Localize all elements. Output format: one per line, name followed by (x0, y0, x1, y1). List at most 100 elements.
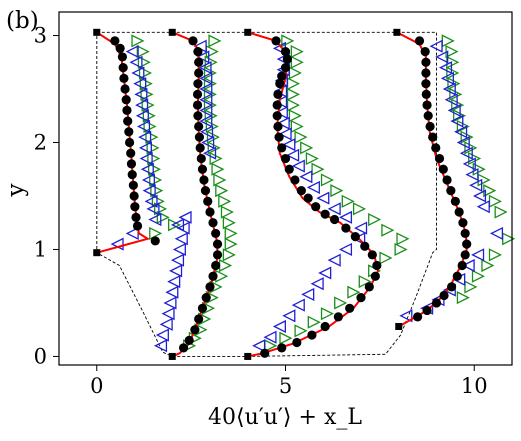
filled-circle-marker (195, 143, 205, 153)
filled-circle-marker (421, 89, 431, 99)
triangle-left-marker (316, 191, 330, 205)
triangle-left-marker (310, 277, 324, 291)
triangle-right-marker (224, 237, 238, 251)
profile-x0 (93, 28, 185, 257)
triangle-right-marker (215, 184, 229, 198)
filled-circle-marker (124, 137, 135, 148)
triangle-right-marker (305, 151, 319, 166)
profile-x2 (153, 28, 238, 360)
filled-circle-marker (460, 228, 470, 239)
triangle-right-marker (352, 202, 367, 216)
filled-circle-marker (434, 153, 445, 164)
filled-circle-marker (367, 250, 377, 260)
filled-circle-marker (120, 84, 130, 94)
filled-circle-marker (452, 271, 462, 281)
triangle-right-marker (290, 119, 304, 134)
filled-circle-marker (277, 71, 287, 81)
x-axis: 0 5 10 (90, 365, 488, 398)
triangle-left-marker (201, 135, 215, 150)
triangle-left-marker (471, 248, 485, 262)
triangle-right-marker (220, 205, 234, 219)
filled-circle-marker (110, 36, 120, 46)
filled-circle-marker (296, 186, 306, 196)
triangle-left-marker (338, 210, 353, 224)
triangle-left-marker (125, 45, 139, 59)
triangle-left-marker (440, 71, 454, 85)
filled-circle-marker (150, 236, 160, 246)
triangle-right-marker (294, 324, 308, 338)
filled-circle-marker (438, 164, 448, 174)
wall-square-marker (93, 28, 101, 36)
filled-circle-marker (211, 228, 221, 239)
wall-square-marker (244, 352, 252, 360)
triangle-left-marker (161, 307, 175, 321)
y-tick-label: 2 (34, 131, 47, 155)
triangle-right-marker (464, 141, 478, 155)
triangle-right-marker (156, 210, 170, 224)
triangle-right-marker (222, 216, 236, 230)
filled-circle-marker (425, 121, 435, 132)
profile-line (396, 31, 468, 328)
triangle-left-marker (135, 98, 149, 112)
triangle-right-marker (131, 34, 145, 48)
triangle-right-marker (146, 141, 160, 155)
filled-circle-marker (184, 335, 194, 345)
triangle-left-marker (282, 138, 296, 152)
triangle-right-marker (320, 307, 334, 321)
filled-circle-marker (201, 293, 211, 303)
filled-circle-marker (194, 68, 204, 78)
filled-circle-marker (341, 223, 351, 233)
filled-circle-marker (275, 79, 285, 89)
filled-circle-marker (190, 325, 200, 335)
triangle-right-marker (286, 98, 301, 112)
filled-circle-marker (428, 132, 438, 142)
filled-circle-marker (454, 207, 464, 217)
filled-circle-marker (126, 159, 137, 169)
triangle-left-marker (263, 330, 277, 344)
triangle-left-marker (301, 287, 315, 301)
filled-circle-marker (212, 239, 223, 249)
triangle-left-marker (146, 202, 160, 216)
triangle-right-marker (294, 130, 308, 144)
filled-circle-marker (372, 260, 382, 271)
triangle-right-marker (452, 109, 467, 123)
filled-circle-marker (203, 196, 213, 206)
filled-circle-marker (364, 282, 374, 292)
triangle-left-marker (140, 162, 154, 176)
triangle-left-marker (133, 77, 147, 91)
filled-circle-marker (277, 143, 287, 153)
filled-circle-marker (131, 212, 141, 222)
triangle-right-marker (464, 280, 478, 294)
triangle-right-marker (334, 296, 348, 310)
triangle-right-marker (494, 205, 508, 219)
triangle-right-marker (347, 285, 361, 299)
triangle-left-marker (456, 135, 470, 150)
wall-square-marker (395, 322, 403, 330)
triangle-left-marker (170, 253, 185, 267)
triangle-left-marker (199, 103, 213, 117)
triangle-right-marker (330, 184, 344, 198)
triangle-left-marker (327, 202, 341, 216)
triangle-left-marker (444, 93, 458, 107)
filled-circle-marker (117, 52, 128, 62)
triangle-left-marker (139, 151, 153, 166)
triangle-left-marker (282, 309, 296, 323)
filled-circle-marker (127, 169, 137, 180)
triangle-left-marker (138, 130, 152, 144)
filled-circle-marker (460, 250, 470, 260)
filled-circle-marker (421, 79, 431, 89)
triangle-left-marker (462, 157, 476, 171)
triangle-left-marker (469, 178, 483, 192)
filled-circle-marker (282, 54, 292, 64)
filled-circle-marker (118, 63, 128, 73)
triangle-left-marker (459, 146, 473, 160)
filled-circle-marker (123, 116, 133, 126)
triangle-right-marker (147, 162, 162, 176)
triangle-right-marker (222, 248, 236, 262)
triangle-left-marker (174, 232, 188, 246)
triangle-right-marker (441, 34, 455, 48)
triangle-right-marker (149, 173, 163, 187)
triangle-right-marker (477, 173, 491, 187)
triangle-right-marker (446, 55, 460, 69)
